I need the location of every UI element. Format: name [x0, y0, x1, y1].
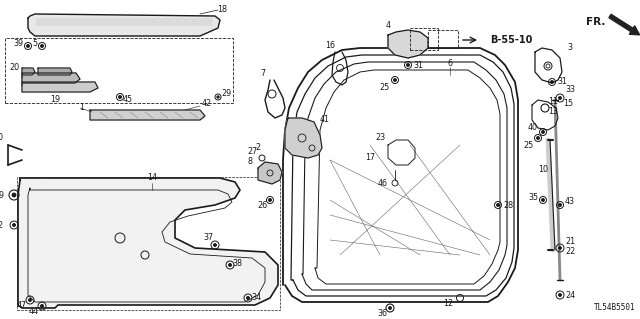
Circle shape — [214, 243, 216, 247]
Text: 5: 5 — [33, 40, 38, 48]
Text: 4: 4 — [385, 20, 390, 29]
Text: 32: 32 — [0, 220, 4, 229]
Text: 37: 37 — [203, 234, 213, 242]
Circle shape — [246, 296, 250, 300]
Text: 1: 1 — [79, 102, 84, 112]
Text: 11: 11 — [548, 98, 558, 107]
Text: B-55-10: B-55-10 — [490, 35, 532, 45]
Text: 25: 25 — [380, 84, 390, 93]
Polygon shape — [22, 82, 98, 92]
Text: 29: 29 — [221, 88, 231, 98]
Bar — [428, 30, 458, 48]
Circle shape — [497, 204, 499, 206]
Circle shape — [559, 204, 561, 206]
Circle shape — [228, 263, 232, 266]
Text: 24: 24 — [565, 291, 575, 300]
Text: 23: 23 — [375, 133, 385, 143]
Text: 34: 34 — [251, 293, 261, 302]
Bar — [5, 38, 233, 103]
Text: 46: 46 — [378, 179, 388, 188]
Text: 12: 12 — [443, 300, 453, 308]
Text: 44: 44 — [29, 308, 39, 316]
Polygon shape — [18, 178, 278, 308]
Circle shape — [406, 63, 410, 66]
Text: 38: 38 — [232, 258, 242, 268]
Text: 27: 27 — [248, 147, 258, 157]
Circle shape — [536, 137, 540, 139]
Circle shape — [541, 130, 545, 133]
FancyArrow shape — [609, 14, 639, 35]
Text: 3: 3 — [568, 43, 573, 53]
Circle shape — [26, 44, 29, 48]
Circle shape — [118, 95, 122, 99]
Circle shape — [550, 80, 554, 84]
Text: 17: 17 — [365, 152, 375, 161]
Text: 47: 47 — [17, 301, 27, 310]
Text: 31: 31 — [413, 61, 423, 70]
Text: 28: 28 — [503, 201, 513, 210]
Text: 43: 43 — [565, 197, 575, 206]
Circle shape — [269, 198, 271, 202]
Text: 8: 8 — [248, 158, 253, 167]
Text: 25: 25 — [523, 140, 533, 150]
Text: 35: 35 — [528, 194, 538, 203]
Polygon shape — [22, 68, 35, 75]
Text: 19: 19 — [50, 94, 60, 103]
Text: 16: 16 — [325, 41, 335, 49]
Circle shape — [40, 305, 44, 308]
Polygon shape — [258, 162, 282, 184]
Text: 2: 2 — [255, 144, 260, 152]
Bar — [17, 177, 280, 310]
Text: 36: 36 — [377, 308, 387, 317]
Text: 13: 13 — [548, 108, 558, 116]
Text: 18: 18 — [217, 4, 227, 13]
Circle shape — [40, 44, 44, 48]
Circle shape — [559, 247, 561, 249]
Circle shape — [388, 307, 392, 309]
Polygon shape — [90, 110, 205, 120]
Circle shape — [559, 97, 561, 100]
Circle shape — [29, 299, 31, 301]
Text: 30: 30 — [0, 133, 3, 143]
Circle shape — [12, 193, 16, 197]
Text: 39: 39 — [13, 40, 23, 48]
Text: 14: 14 — [147, 174, 157, 182]
Bar — [410, 28, 438, 50]
Circle shape — [559, 293, 561, 296]
Text: 45: 45 — [123, 95, 133, 105]
Text: 9: 9 — [0, 190, 4, 199]
Circle shape — [217, 96, 219, 98]
Text: 40: 40 — [528, 123, 538, 132]
Polygon shape — [285, 118, 322, 158]
Text: 22: 22 — [565, 248, 575, 256]
Text: 7: 7 — [260, 69, 266, 78]
Text: 33: 33 — [565, 85, 575, 94]
Text: 21: 21 — [565, 238, 575, 247]
Text: 26: 26 — [257, 202, 267, 211]
Text: 41: 41 — [320, 115, 330, 124]
Text: 42: 42 — [202, 100, 212, 108]
Text: TL54B5501: TL54B5501 — [593, 303, 635, 312]
Text: FR.: FR. — [586, 17, 605, 27]
Circle shape — [394, 78, 397, 81]
Polygon shape — [22, 73, 80, 83]
Text: 15: 15 — [563, 99, 573, 108]
Circle shape — [541, 198, 545, 202]
Text: 6: 6 — [447, 58, 452, 68]
Circle shape — [13, 224, 15, 226]
Text: 20: 20 — [9, 63, 19, 72]
Text: 10: 10 — [538, 166, 548, 174]
Polygon shape — [38, 68, 72, 75]
Text: 31: 31 — [557, 78, 567, 86]
Polygon shape — [388, 30, 428, 58]
Polygon shape — [28, 14, 220, 36]
